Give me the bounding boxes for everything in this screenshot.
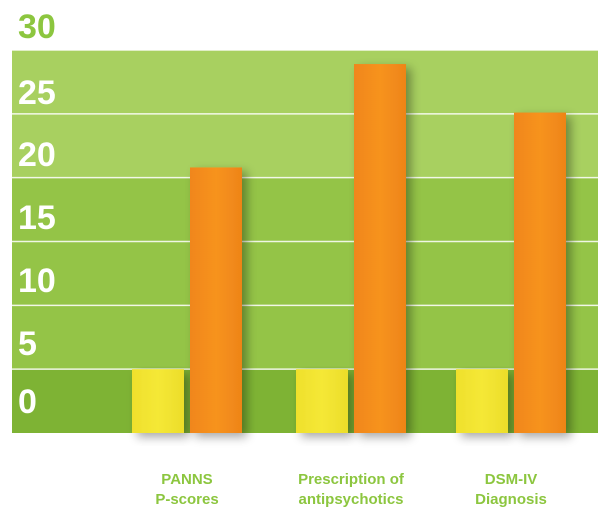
plot-band <box>12 305 598 370</box>
bar-series-1 <box>456 369 508 433</box>
bars <box>132 64 566 433</box>
y-tick-label: 5 <box>18 325 37 363</box>
x-category-label: DSM-IV <box>485 471 538 488</box>
bar-series-2 <box>514 112 566 433</box>
x-category-label: P-scores <box>155 491 218 508</box>
y-tick-label: 15 <box>18 199 56 237</box>
x-category-label: PANNS <box>161 471 212 488</box>
bar-series-2 <box>354 64 406 433</box>
plot-band <box>12 241 598 306</box>
x-axis-labels: PANNS P-scores Prescription of antipsychoti… <box>155 471 547 508</box>
bar-series-2 <box>190 167 242 433</box>
plot-band <box>12 113 598 178</box>
plot-band <box>12 50 598 114</box>
y-axis-ticks: 0 5 10 15 20 25 30 <box>18 8 56 421</box>
bar-series-1 <box>132 369 184 433</box>
x-category-label: Prescription of <box>298 471 405 488</box>
y-tick-label: 10 <box>18 262 56 300</box>
y-tick-label: 30 <box>18 8 56 46</box>
plot-band <box>12 177 598 242</box>
y-tick-label: 25 <box>18 74 56 112</box>
y-tick-label: 0 <box>18 383 37 421</box>
y-tick-label: 20 <box>18 136 56 174</box>
bar-series-1 <box>296 369 348 433</box>
x-category-label: Diagnosis <box>475 491 547 508</box>
x-category-label: antipsychotics <box>298 491 403 508</box>
